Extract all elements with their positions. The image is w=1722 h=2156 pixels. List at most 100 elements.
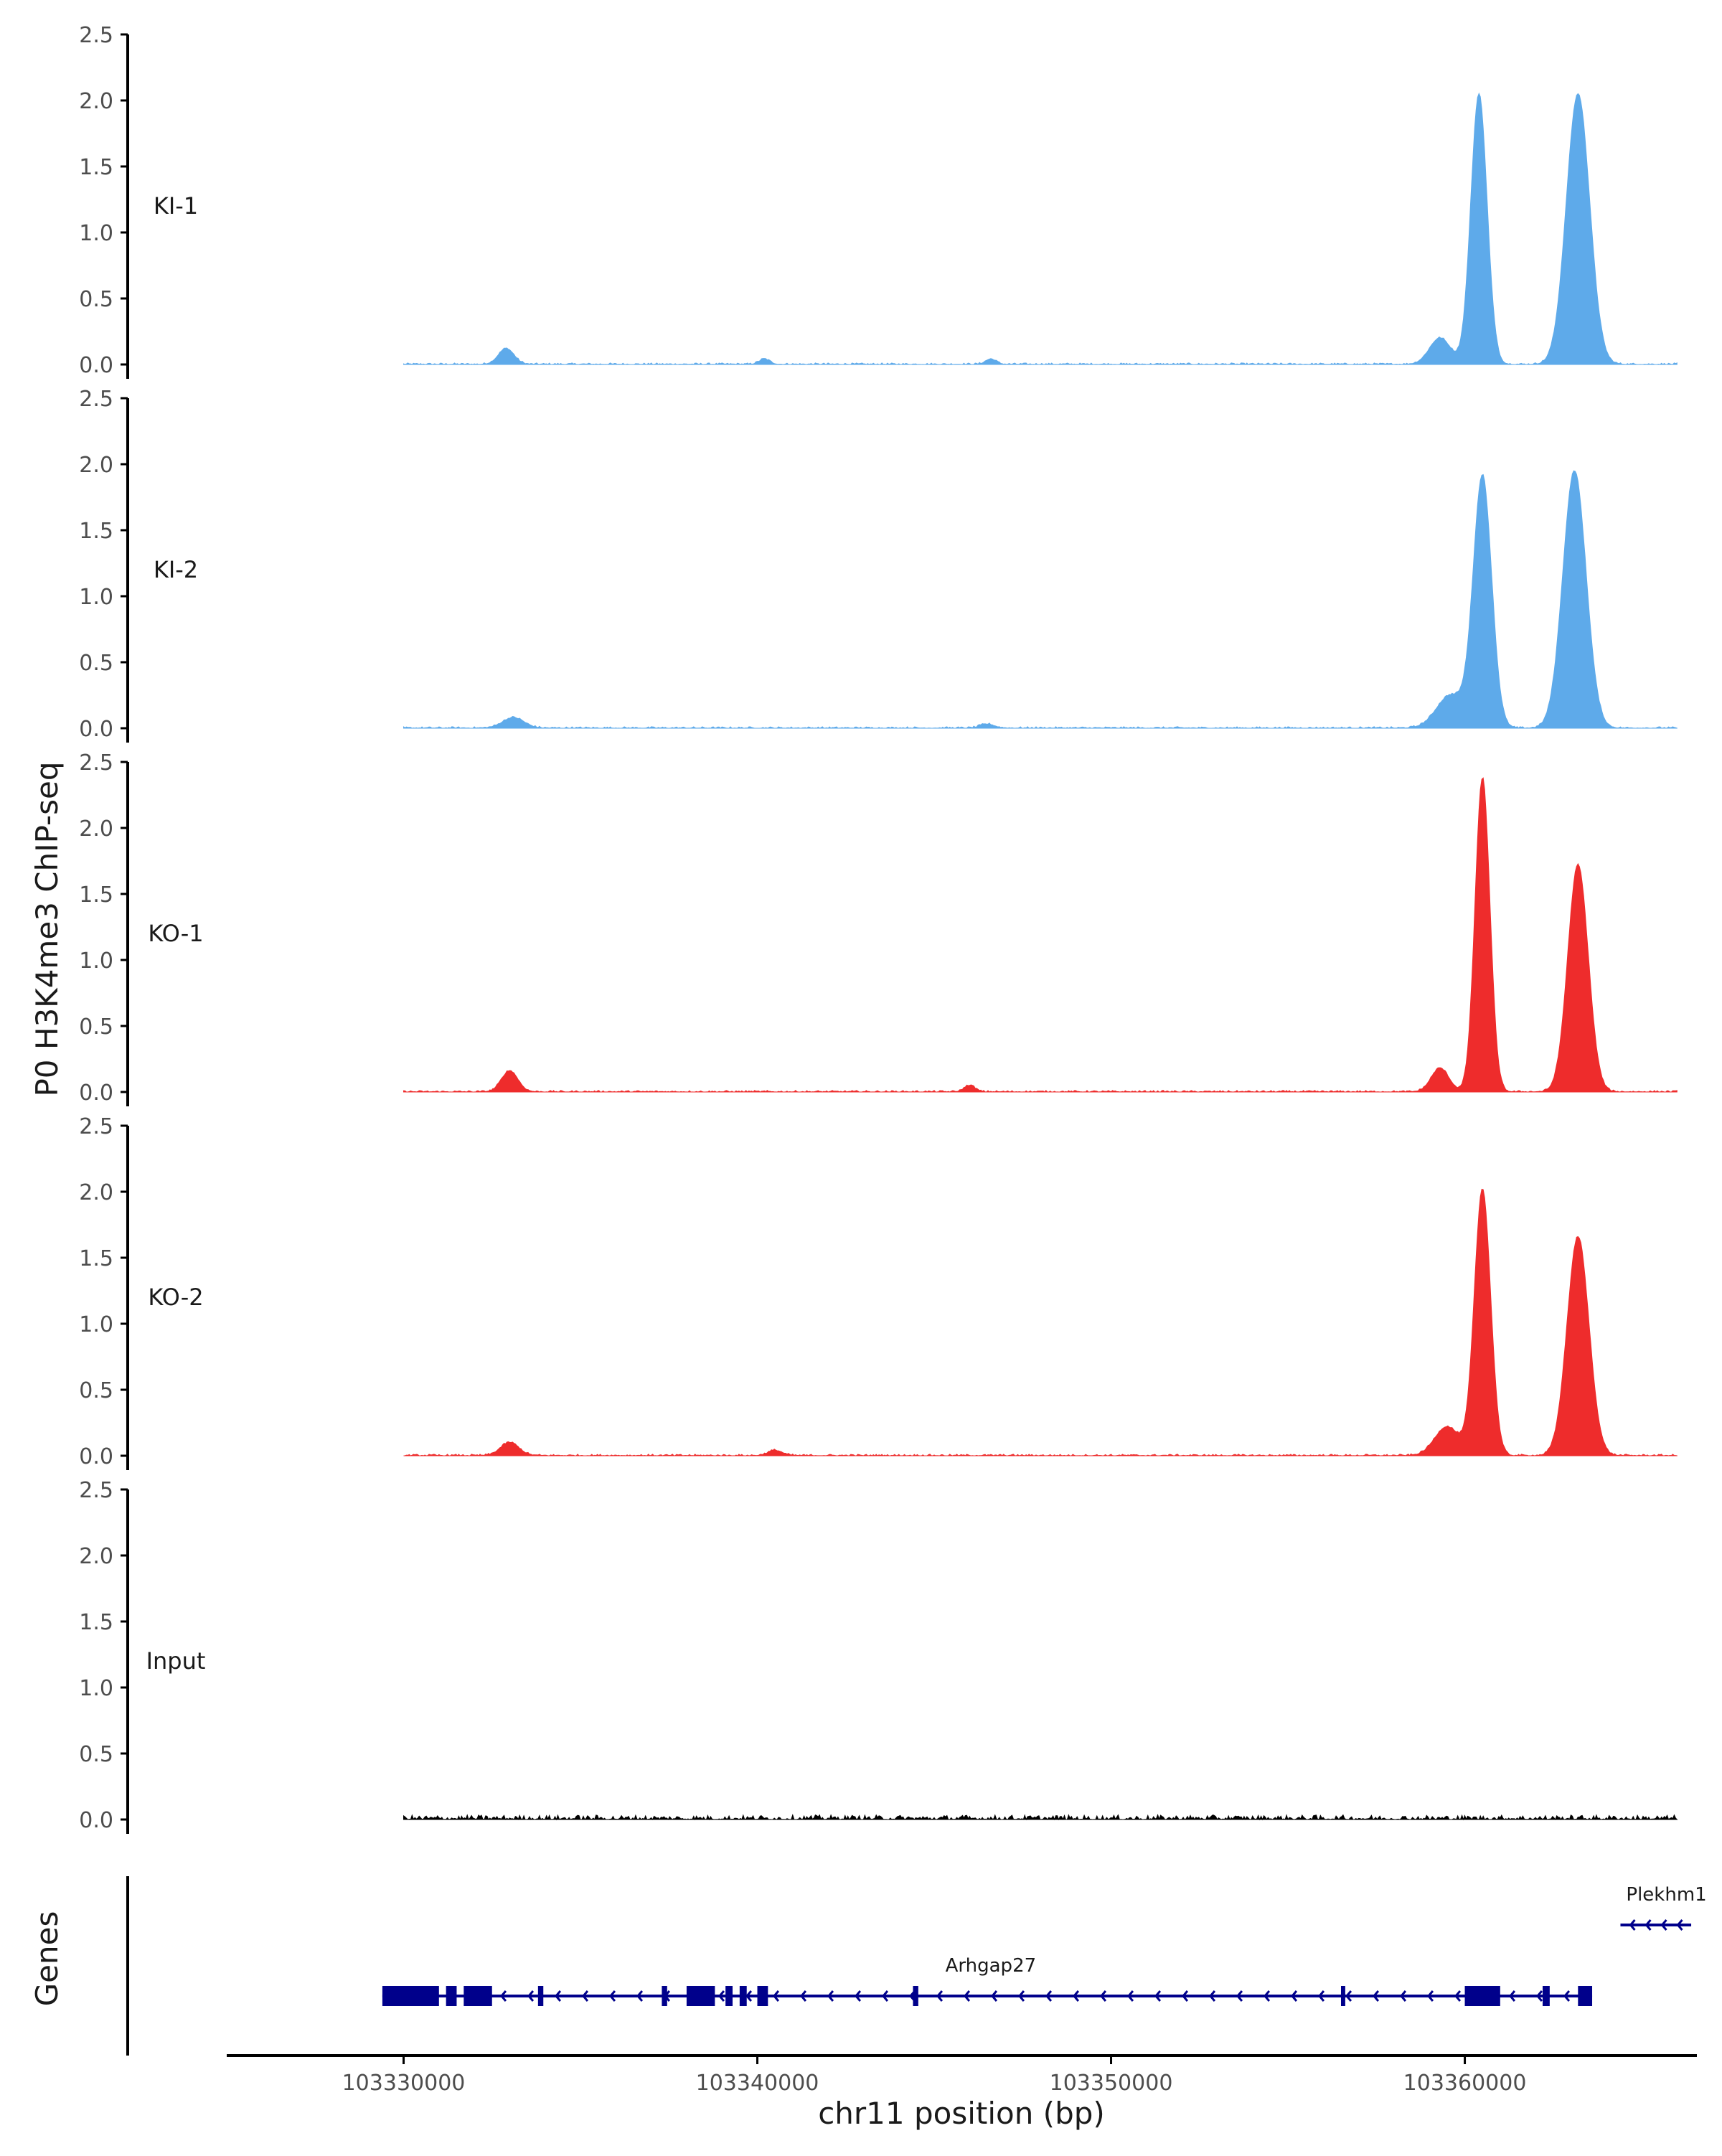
strand-arrow [1017, 1990, 1025, 2002]
y-axis-title: P0 H3K4me3 ChIP-seq [29, 761, 65, 1096]
y-tick-label: 0.5 [79, 651, 113, 676]
y-tick-label: 1.5 [79, 519, 113, 544]
strand-arrow [1563, 1990, 1571, 2002]
strand-arrow [1181, 1990, 1189, 2002]
exon [1464, 1986, 1500, 2006]
exon [662, 1986, 667, 2006]
strand-arrow [1645, 1919, 1652, 1931]
y-tick-label: 2.5 [79, 1114, 113, 1139]
genes-layer: Genes 103330000 103340000 103350000 10336000… [29, 1876, 1707, 2096]
exon [739, 1986, 747, 2006]
strand-arrow [1372, 1990, 1380, 2002]
strand-arrow [1454, 1990, 1462, 2002]
strand-arrow [1154, 1990, 1162, 2002]
y-tick-label: 0.5 [79, 1378, 113, 1403]
strand-arrow [718, 1990, 725, 2002]
y-tick-label: 2.5 [79, 1478, 113, 1503]
track-input: 0.0 0.5 1.0 1.5 2.0 2.5 Input [79, 1478, 1678, 1834]
exon [464, 1986, 492, 2006]
strand-arrow [1045, 1990, 1053, 2002]
exon [725, 1986, 733, 2006]
strand-arrow [881, 1990, 889, 2002]
y-tick-label: 1.5 [79, 155, 113, 180]
strand-arrow [1426, 1990, 1434, 2002]
track-label: KO-2 [148, 1284, 203, 1311]
exon [537, 1986, 544, 2006]
y-tick-label: 1.5 [79, 1246, 113, 1271]
exon [913, 1986, 918, 2006]
track-ko-1: 0.0 0.5 1.0 1.5 2.0 2.5 KO-1 [79, 750, 1678, 1106]
strand-arrow [1072, 1990, 1080, 2002]
y-tick-label: 1.0 [79, 1676, 113, 1701]
y-tick-label: 0.0 [79, 1808, 113, 1833]
strand-arrow [745, 1990, 753, 2002]
y-tick-label: 0.0 [79, 1081, 113, 1106]
y-tick-label: 2.0 [79, 89, 113, 114]
strand-arrow [1290, 1990, 1298, 2002]
track-label: KI-1 [154, 192, 198, 220]
y-tick-label: 1.0 [79, 1312, 113, 1337]
strand-arrow [1126, 1990, 1134, 2002]
y-tick-label: 1.5 [79, 1610, 113, 1635]
y-tick-label: 0.5 [79, 287, 113, 312]
gene-name-label: Plekhm1 [1626, 1884, 1706, 1906]
y-tick-label: 2.5 [79, 23, 113, 48]
signal-area [403, 777, 1678, 1093]
gene-name-label: Arhgap27 [946, 1955, 1037, 1977]
y-tick-label: 1.0 [79, 221, 113, 246]
y-tick-label: 0.0 [79, 353, 113, 378]
y-tick-label: 2.0 [79, 1544, 113, 1569]
tracks-layer: 0.0 0.5 1.0 1.5 2.0 2.5 KI-1 0.0 0.5 1.0 1.5 2.0 2.5… [79, 23, 1678, 1834]
strand-arrow [581, 1990, 589, 2002]
y-tick-label: 2.0 [79, 453, 113, 478]
strand-arrow [854, 1990, 862, 2002]
exon [1578, 1986, 1593, 2006]
y-tick-label: 2.5 [79, 750, 113, 776]
strand-arrow [1660, 1919, 1667, 1931]
y-tick-label: 0.0 [79, 717, 113, 742]
strand-arrow [827, 1990, 834, 2002]
x-tick-label: 103360000 [1403, 2071, 1527, 2096]
x-tick-label: 103350000 [1050, 2071, 1173, 2096]
x-tick-label: 103340000 [696, 2071, 819, 2096]
y-tick-label: 0.5 [79, 1015, 113, 1040]
strand-arrow [554, 1990, 562, 2002]
strand-arrow [1099, 1990, 1107, 2002]
strand-arrow [1345, 1990, 1352, 2002]
y-tick-label: 1.5 [79, 882, 113, 908]
strand-arrow [963, 1990, 971, 2002]
x-axis-title: chr11 position (bp) [818, 2096, 1105, 2131]
exon [382, 1986, 439, 2006]
gene-plekhm1: Plekhm1 [1620, 1884, 1707, 1931]
y-tick-label: 0.5 [79, 1742, 113, 1767]
track-label: KO-1 [148, 920, 203, 947]
strand-arrow [1508, 1990, 1516, 2002]
strand-arrow [499, 1990, 507, 2002]
track-ki-1: 0.0 0.5 1.0 1.5 2.0 2.5 KI-1 [79, 23, 1678, 379]
signal-area [403, 1188, 1678, 1456]
strand-arrow [1676, 1919, 1683, 1931]
strand-arrow [1535, 1990, 1543, 2002]
y-tick-label: 1.0 [79, 948, 113, 974]
exon [757, 1986, 768, 2006]
strand-arrow [1236, 1990, 1243, 2002]
genes-axis-title: Genes [29, 1911, 65, 2007]
exon [686, 1986, 715, 2006]
x-tick-label: 103330000 [342, 2071, 466, 2096]
exon [1543, 1986, 1550, 2006]
track-ko-2: 0.0 0.5 1.0 1.5 2.0 2.5 KO-2 [79, 1114, 1678, 1470]
strand-arrow [799, 1990, 807, 2002]
track-label: Input [146, 1647, 206, 1675]
strand-arrow [1208, 1990, 1216, 2002]
strand-arrow [636, 1990, 644, 2002]
strand-arrow [1263, 1990, 1271, 2002]
signal-area [403, 470, 1678, 729]
signal-area [403, 92, 1678, 365]
signal-area [403, 1813, 1678, 1821]
strand-arrow [772, 1990, 780, 2002]
strand-arrow [936, 1990, 944, 2002]
y-tick-label: 2.0 [79, 1180, 113, 1205]
strand-arrow [990, 1990, 998, 2002]
